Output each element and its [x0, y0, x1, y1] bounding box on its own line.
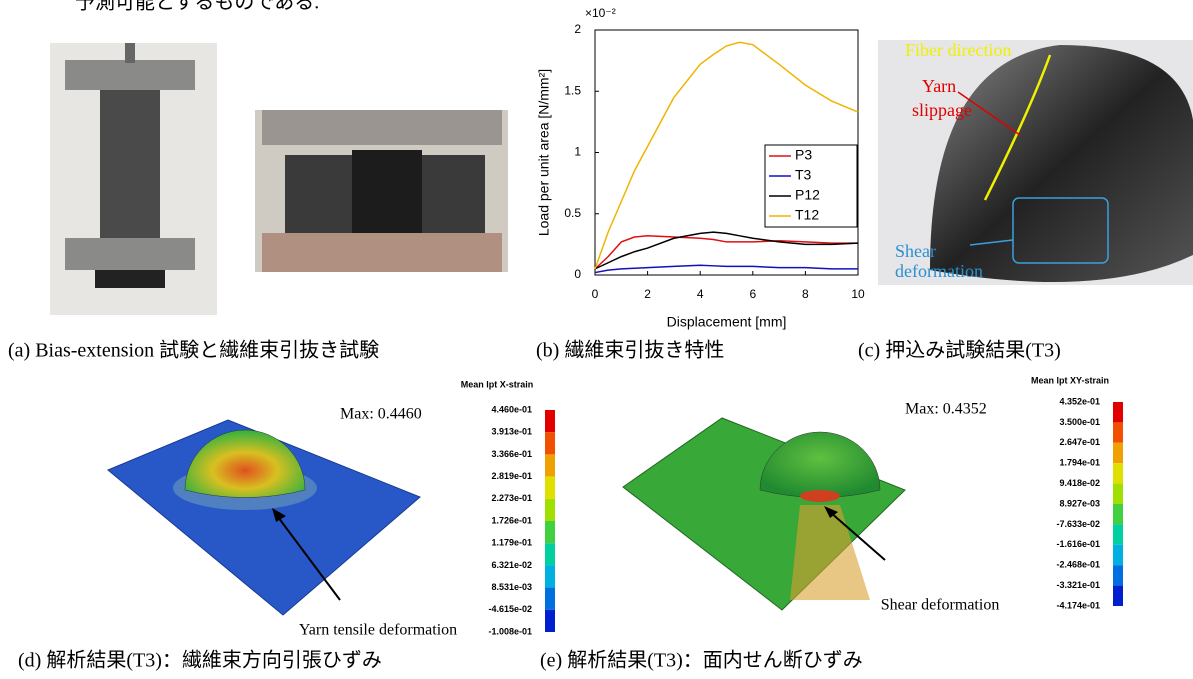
simulation-x-strain: Max: 0.4460 Yarn tensile deformation Mea…: [108, 379, 533, 638]
photo-bias-extension: [50, 43, 217, 315]
colorbar-segment: [545, 432, 555, 454]
colorbar-label: -2.468e-01: [1056, 560, 1100, 570]
caption: (b) 繊維束引抜き特性: [536, 339, 724, 362]
caption: (c) 押込み試験結果(T3): [858, 339, 1061, 362]
colorbar-segment: [545, 610, 555, 632]
annotation: slippage: [912, 100, 972, 120]
colorbar-label: 2.273e-01: [491, 493, 532, 503]
colorbar-segment: [545, 454, 555, 476]
x-tick-label: 4: [697, 287, 704, 301]
colorbar-segment: [1113, 463, 1123, 483]
colorbar-segment: [1113, 586, 1123, 606]
colorbar-label: 2.647e-01: [1059, 437, 1100, 447]
y-axis-label: Load per unit area [N/mm²]: [536, 69, 552, 236]
legend-label: P12: [795, 187, 820, 203]
colorbar-segment: [545, 499, 555, 521]
colorbar-label: 6.321e-02: [491, 560, 532, 570]
y-tick-label: 1.5: [564, 83, 581, 97]
annotation: Yarn tensile deformation: [299, 622, 457, 639]
x-axis-label: Displacement [mm]: [667, 314, 787, 330]
colorbar-label: 3.366e-01: [491, 449, 532, 459]
y-tick-label: 0.5: [564, 206, 581, 220]
annotation: Shear deformation: [881, 597, 1000, 614]
y-tick-label: 0: [574, 267, 581, 281]
caption: (a) Bias-extension 試験と繊維束引抜き試験: [8, 339, 379, 362]
colorbar-label: 8.531e-03: [491, 582, 532, 592]
colorbar-segment: [1113, 565, 1123, 585]
colorbar-label: 4.460e-01: [491, 404, 532, 414]
x-tick-label: 6: [749, 287, 756, 301]
annotation: Yarn: [922, 76, 956, 96]
colorbar-segment: [545, 410, 555, 432]
colorbar-label: -4.615e-02: [488, 604, 532, 614]
colorbar-segment: [545, 543, 555, 565]
colorbar-segment: [1113, 504, 1123, 524]
caption: (e) 解析結果(T3)：面内せん断ひずみ: [540, 649, 863, 672]
colorbar-segment: [545, 565, 555, 587]
colorbar-segment: [1113, 545, 1123, 565]
x-tick-label: 10: [851, 287, 865, 301]
colorbar-label: -4.174e-01: [1056, 600, 1100, 610]
colorbar-segment: [1113, 402, 1123, 422]
colorbar-label: -7.633e-02: [1056, 519, 1100, 529]
colorbar-segment: [545, 477, 555, 499]
annotation: Fiber direction: [905, 40, 1011, 60]
colorbar-segment: [1113, 524, 1123, 544]
max-label: Max: 0.4352: [905, 401, 987, 418]
y-tick-label: 1: [574, 145, 581, 159]
max-label: Max: 0.4460: [340, 406, 422, 423]
figure: 予測可能とするものである. Fiber direction Yarn slipp…: [0, 0, 1193, 679]
annotation: Shear: [895, 241, 936, 261]
caption: (d) 解析結果(T3)：繊維束方向引張ひずみ: [18, 649, 382, 672]
colorbar-segment: [1113, 422, 1123, 442]
colorbar-label: -1.008e-01: [488, 626, 532, 636]
legend-label: T3: [795, 167, 812, 183]
colorbar-label: 2.819e-01: [491, 471, 532, 481]
colorbar-label: 1.179e-01: [491, 538, 532, 548]
legend-label: T12: [795, 207, 819, 223]
colorbar-label: 9.418e-02: [1059, 478, 1100, 488]
simulation-xy-strain: Max: 0.4352 Shear deformation Mean lpt X…: [623, 375, 1109, 613]
colorbar-label: -1.616e-01: [1056, 539, 1100, 549]
y-exponent: ×10⁻²: [585, 6, 616, 20]
colorbar-segment: [1113, 484, 1123, 504]
colorbar-segment: [545, 588, 555, 610]
photo-indentation: Fiber direction Yarn slippage Shear defo…: [878, 40, 1193, 285]
colorbar-segment: [545, 521, 555, 543]
colorbar-label: 1.726e-01: [491, 515, 532, 525]
annotation: deformation: [895, 261, 983, 281]
photo-pullout: [255, 110, 508, 272]
legend-title: Mean lpt X-strain: [461, 379, 534, 389]
line-series: [595, 265, 858, 272]
colorbar-label: -3.321e-01: [1056, 580, 1100, 590]
intro-text: 予測可能とするものである.: [75, 0, 319, 14]
legend-title: Mean lpt XY-strain: [1031, 375, 1109, 385]
x-tick-label: 8: [802, 287, 809, 301]
colorbar-label: 4.352e-01: [1059, 396, 1100, 406]
colorbar-segment: [1113, 443, 1123, 463]
x-tick-label: 2: [644, 287, 651, 301]
colorbar-label: 8.927e-03: [1059, 498, 1100, 508]
x-tick-label: 0: [592, 287, 599, 301]
legend-label: P3: [795, 147, 812, 163]
y-tick-label: 2: [574, 22, 581, 36]
colorbar-label: 1.794e-01: [1059, 458, 1100, 468]
colorbar-label: 3.500e-01: [1059, 417, 1100, 427]
colorbar-label: 3.913e-01: [491, 427, 532, 437]
